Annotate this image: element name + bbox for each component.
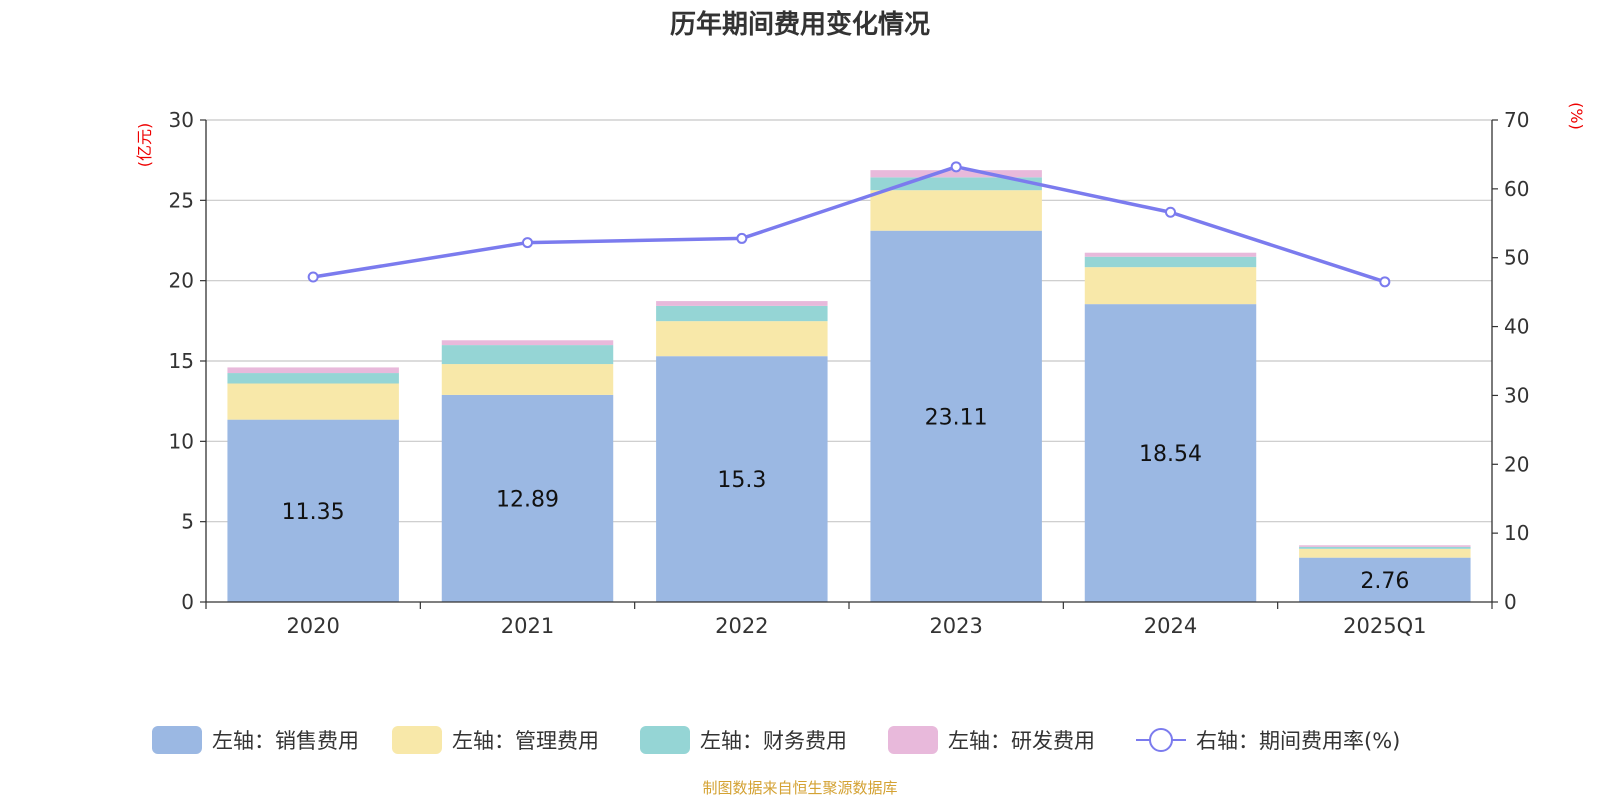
data-label: 18.54 xyxy=(1139,442,1202,467)
bar-finance xyxy=(227,373,399,384)
rate-line-path xyxy=(312,165,1386,284)
bar-admin xyxy=(227,383,399,420)
bar-finance xyxy=(441,345,614,365)
data-label: 11.35 xyxy=(282,500,345,525)
axes: 0 5 10 15 20 25 30 0 10 20 30 40 50 60 70 2020 2021 2022 2… xyxy=(169,108,1530,638)
data-label: 15.3 xyxy=(717,468,766,493)
right-tick-label: 10 xyxy=(1504,521,1529,545)
bar-finance xyxy=(1084,256,1257,268)
legend-label-finance: 左轴：财务费用 xyxy=(700,729,847,753)
legend-swatch-rnd xyxy=(888,726,938,754)
bar-admin xyxy=(1299,548,1471,558)
right-tick-label: 0 xyxy=(1504,590,1517,614)
x-tick-label: 2020 xyxy=(286,614,339,638)
rate-point xyxy=(736,232,748,244)
legend-swatch-finance xyxy=(640,726,690,754)
bar-admin xyxy=(441,364,614,395)
legend-swatch-admin xyxy=(392,726,442,754)
data-label: 12.89 xyxy=(496,487,559,512)
left-tick-label: 5 xyxy=(181,510,194,534)
right-tick-label: 70 xyxy=(1504,108,1529,132)
bar-rnd xyxy=(656,301,828,306)
chart-title: 历年期间费用变化情况 xyxy=(670,9,930,40)
source-note: 制图数据来自恒生聚源数据库 xyxy=(702,779,897,797)
left-tick-label: 10 xyxy=(169,429,194,453)
left-axis-unit: (亿元) xyxy=(135,123,154,168)
rate-point xyxy=(307,271,319,283)
legend-label-admin: 左轴：管理费用 xyxy=(452,729,599,753)
bar-finance xyxy=(656,305,828,322)
bar-admin xyxy=(1084,267,1257,305)
bar-sales xyxy=(870,230,1042,602)
data-label: 23.11 xyxy=(925,405,988,430)
bars xyxy=(227,170,1471,602)
bar-rnd xyxy=(1299,545,1471,547)
rate-point xyxy=(1165,206,1176,218)
legend-label-rate: 右轴：期间费用率(%) xyxy=(1196,729,1400,753)
data-labels: 11.35 12.89 15.3 23.11 18.54 2.76 xyxy=(282,405,1410,593)
data-label: 2.76 xyxy=(1360,569,1409,594)
grid xyxy=(206,119,1492,523)
right-tick-label: 50 xyxy=(1504,246,1529,270)
rate-point xyxy=(950,161,962,173)
legend-swatch-rate-marker xyxy=(1149,728,1173,752)
left-tick-label: 25 xyxy=(169,188,194,212)
bar-admin xyxy=(870,190,1042,231)
x-tick-label: 2024 xyxy=(1144,614,1197,638)
bar-rnd xyxy=(870,170,1042,178)
bar-rnd xyxy=(227,367,399,374)
bar-sales xyxy=(227,419,399,602)
legend-swatch-sales xyxy=(152,726,202,754)
bar-rnd xyxy=(1084,252,1257,257)
bar-sales xyxy=(441,394,614,602)
bar-admin xyxy=(656,321,828,357)
legend-label-rnd: 左轴：研发费用 xyxy=(948,729,1095,753)
legend-label-sales: 左轴：销售费用 xyxy=(212,729,359,753)
right-tick-label: 30 xyxy=(1504,383,1529,407)
legend: 左轴：销售费用 左轴：管理费用 左轴：财务费用 左轴：研发费用 右轴：期间费用率(%) xyxy=(152,726,1400,754)
right-tick-label: 20 xyxy=(1504,452,1529,476)
right-tick-label: 40 xyxy=(1504,315,1529,339)
right-axis-unit: (%) xyxy=(1567,102,1586,130)
rate-point xyxy=(1379,276,1391,288)
rate-line xyxy=(307,161,1391,288)
left-tick-label: 0 xyxy=(181,590,194,614)
left-tick-label: 30 xyxy=(169,108,194,132)
x-tick-label: 2025Q1 xyxy=(1343,614,1426,638)
bar-rnd xyxy=(441,340,614,346)
bar-sales xyxy=(1084,304,1257,602)
x-tick-label: 2021 xyxy=(501,614,554,638)
x-tick-label: 2022 xyxy=(715,614,768,638)
bar-sales xyxy=(656,356,828,602)
right-tick-label: 60 xyxy=(1504,177,1529,201)
left-tick-label: 20 xyxy=(169,269,194,293)
x-tick-label: 2023 xyxy=(929,614,982,638)
left-tick-label: 15 xyxy=(169,349,194,373)
bar-sales xyxy=(1299,557,1471,602)
bar-finance xyxy=(1299,546,1471,549)
rate-point xyxy=(522,237,533,249)
